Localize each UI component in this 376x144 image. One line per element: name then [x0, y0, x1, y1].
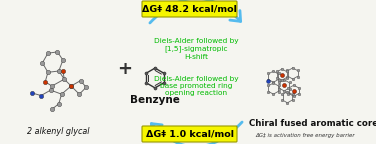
- Text: Benzyne: Benzyne: [130, 95, 180, 105]
- Text: ΔG‡ 48.2 kcal/mol: ΔG‡ 48.2 kcal/mol: [142, 4, 237, 14]
- FancyArrowPatch shape: [152, 122, 242, 144]
- Text: +: +: [117, 60, 132, 78]
- Text: Diels-Alder followed by
[1,5]-sigmatropic
H-shift: Diels-Alder followed by [1,5]-sigmatropi…: [154, 38, 238, 60]
- FancyBboxPatch shape: [142, 1, 237, 17]
- Text: ΔG‡ 1.0 kcal/mol: ΔG‡ 1.0 kcal/mol: [146, 129, 233, 139]
- Text: ΔG‡ is activation free energy barrier: ΔG‡ is activation free energy barrier: [255, 133, 355, 139]
- FancyBboxPatch shape: [142, 126, 237, 142]
- Text: Chiral fused aromatic cores: Chiral fused aromatic cores: [249, 120, 376, 128]
- Text: Diels-Alder followed by
base promoted ring
opening reaction: Diels-Alder followed by base promoted ri…: [154, 75, 238, 96]
- FancyArrowPatch shape: [150, 0, 241, 23]
- Text: 2 alkenyl glycal: 2 alkenyl glycal: [27, 127, 89, 137]
